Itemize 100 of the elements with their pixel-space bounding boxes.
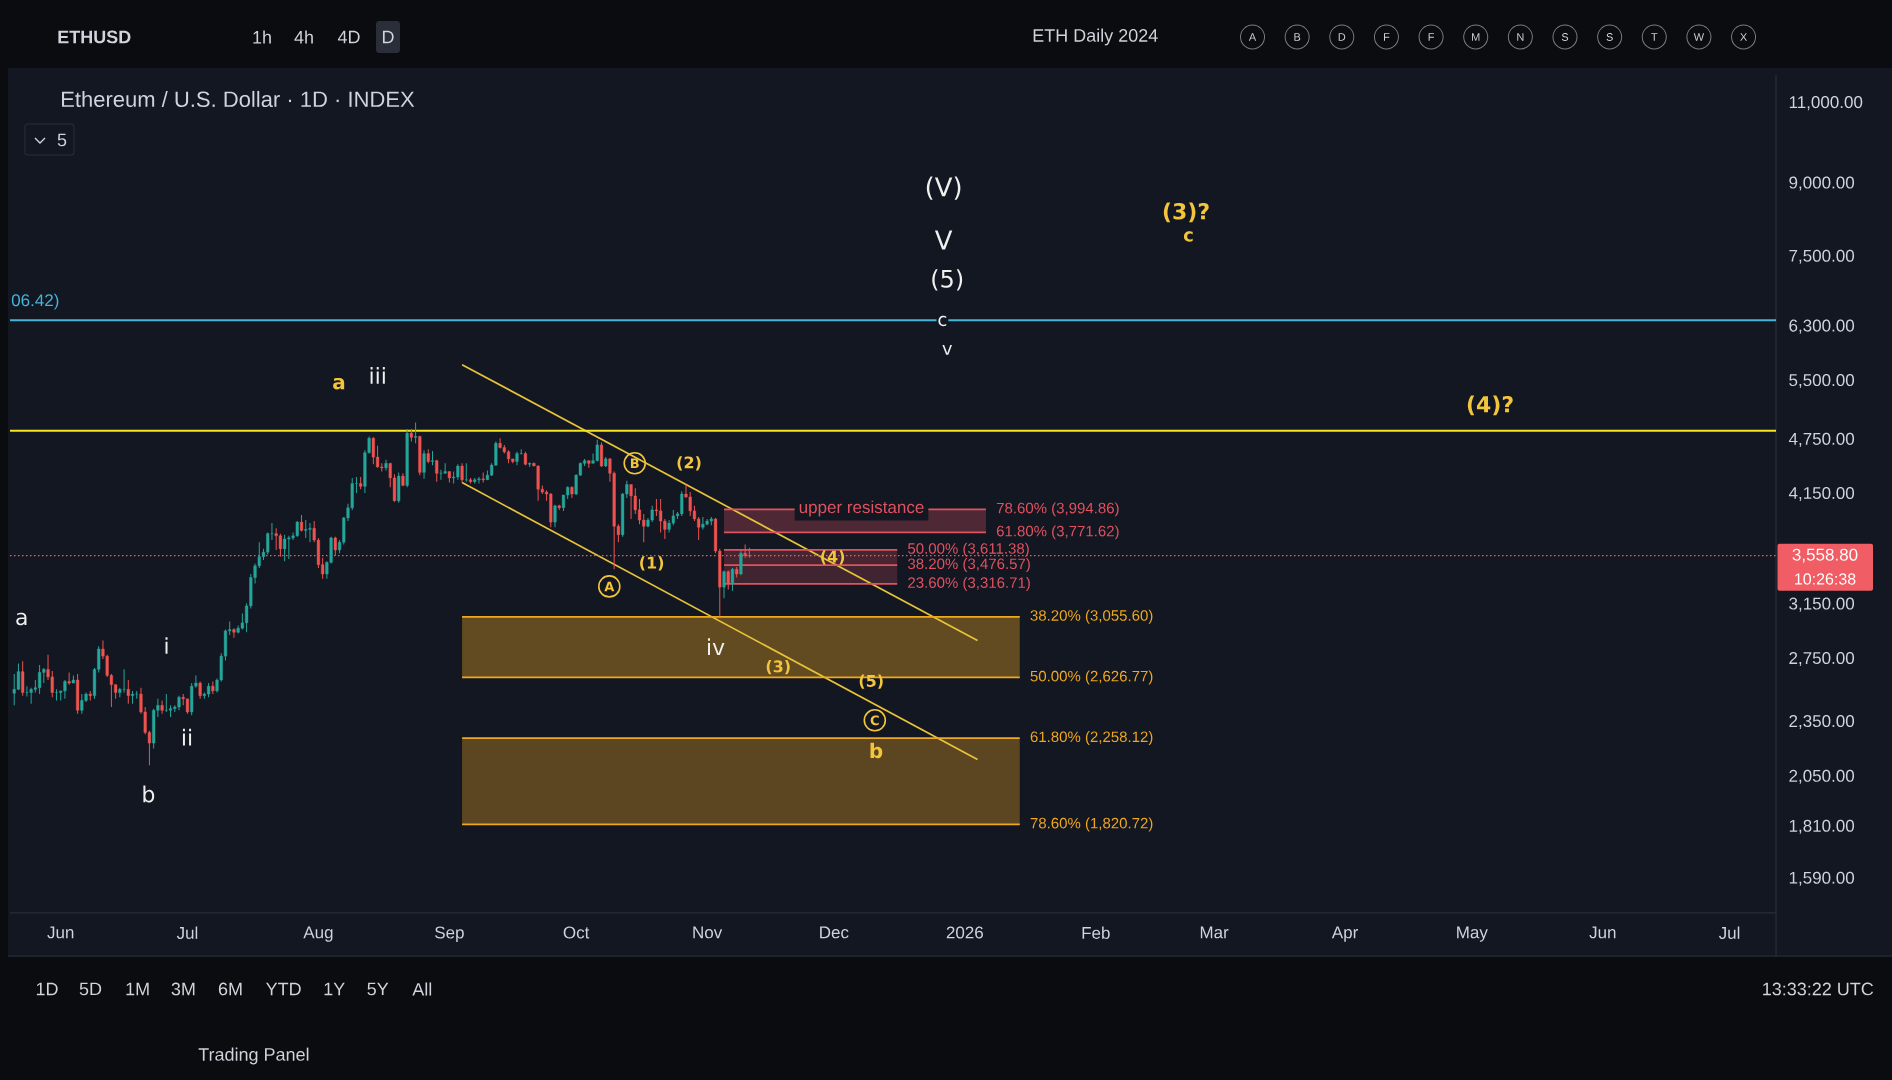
ref-line-label: 3,558.80	[1792, 548, 1858, 563]
text: D	[1338, 33, 1346, 41]
x-tick-label: Jul	[1718, 926, 1740, 939]
annotation: b	[870, 742, 883, 759]
text: YTD	[266, 982, 301, 996]
series-label: 78.60% (1,820.72)	[1030, 817, 1153, 832]
text: 6M	[218, 982, 242, 996]
text: 4h	[294, 30, 313, 44]
text: 1Y	[324, 982, 345, 996]
text: M	[1472, 33, 1480, 41]
x-tick-label: Oct	[563, 926, 590, 939]
candlestick	[498, 437, 502, 449]
x-tick-label: 2026	[946, 926, 983, 939]
text: F	[1383, 33, 1390, 41]
annotation: 06.42)	[11, 293, 59, 310]
annotation: upper resistance	[799, 500, 924, 517]
candlestick	[232, 627, 236, 639]
series-label: 50.00% (2,626.77)	[1030, 670, 1153, 685]
candlestick	[730, 567, 735, 592]
text: 1h	[253, 30, 271, 44]
candlestick	[477, 476, 481, 485]
annotation: (1)	[640, 556, 664, 571]
annotation: (3)?	[1163, 202, 1209, 223]
candlestick	[747, 547, 751, 559]
candlestick	[287, 535, 291, 560]
annotation: iii	[370, 366, 385, 384]
y-tick-label: 5,500.00	[1789, 374, 1855, 389]
y-tick-label: 6,300.00	[1789, 319, 1855, 334]
candlestick	[308, 522, 312, 543]
text: Trading Panel	[198, 1047, 309, 1065]
candlestick	[726, 569, 730, 591]
x-tick-label: Apr	[1331, 926, 1359, 942]
candlestick	[80, 693, 84, 715]
series-label: 38.20% (3,055.60)	[1030, 609, 1153, 624]
x-tick-label: May	[1457, 926, 1488, 942]
candlestick	[25, 685, 29, 697]
text: T	[1651, 33, 1658, 41]
candlestick	[283, 534, 287, 562]
candlestick	[642, 513, 646, 543]
candlestick	[54, 688, 59, 701]
y-tick-label: 2,750.00	[1789, 652, 1855, 667]
text: S	[1606, 33, 1613, 41]
annotation: c	[938, 315, 947, 327]
annotation: ii	[182, 728, 192, 746]
x-tick-label: Nov	[693, 926, 723, 939]
candlestick	[599, 441, 604, 468]
y-tick-label: 11,000.00	[1789, 96, 1863, 111]
annotation: a	[333, 377, 345, 390]
text: 5D	[79, 982, 102, 996]
text: A	[1248, 33, 1257, 41]
annotation: (5)	[932, 269, 963, 291]
y-tick-label: 9,000.00	[1789, 176, 1855, 191]
y-tick-label: 4,150.00	[1788, 487, 1855, 502]
candlestick	[701, 516, 705, 530]
text: W	[1693, 33, 1705, 41]
candlestick	[160, 699, 164, 715]
annotation: 5	[57, 133, 67, 147]
y-tick-label: 4,750.00	[1788, 432, 1855, 447]
series-label: 50.00% (3,611.38)	[908, 542, 1029, 557]
text: 1D	[36, 982, 58, 996]
candlestick	[739, 550, 743, 576]
annotation: iv	[708, 638, 725, 656]
annotation: v	[942, 344, 952, 355]
text: 1M	[126, 982, 149, 996]
candlestick	[464, 462, 468, 483]
text: S	[1561, 33, 1569, 41]
candlestick	[122, 668, 126, 693]
annotation: (2)	[677, 456, 701, 471]
annotation: C	[870, 715, 879, 726]
candlestick	[680, 490, 684, 517]
candlestick	[629, 483, 633, 520]
x-tick-label: Jun	[47, 926, 74, 939]
series-label: 61.80% (2,258.12)	[1030, 731, 1153, 746]
y-tick-label: 3,150.00	[1789, 597, 1855, 612]
candlestick	[595, 439, 599, 463]
candlestick	[460, 462, 464, 484]
candlestick	[384, 459, 388, 472]
text: 4D	[337, 30, 360, 44]
annotation: (4)	[821, 550, 845, 565]
text: 10:26:38	[1795, 573, 1856, 585]
annotation: b	[143, 785, 155, 803]
text: F	[1428, 33, 1434, 41]
text: B	[1294, 33, 1301, 41]
annotation: A	[604, 581, 615, 592]
y-tick-label: 7,500.00	[1789, 249, 1855, 264]
x-tick-label: Jul	[176, 926, 198, 939]
y-tick-label: 2,050.00	[1789, 769, 1855, 784]
candlestick	[439, 469, 443, 481]
series-label: 38.20% (3,476.57)	[908, 558, 1030, 573]
candlestick	[21, 660, 25, 697]
annotation: B	[630, 458, 639, 469]
x-tick-label: Sep	[435, 926, 464, 942]
annotation: (4)?	[1467, 395, 1513, 416]
text: ETH Daily 2024	[1033, 28, 1158, 46]
candlestick	[29, 687, 33, 705]
text: 13:33:22 UTC	[1763, 982, 1874, 996]
text: All	[412, 982, 432, 996]
series-label: 23.60% (3,316.71)	[908, 576, 1030, 591]
x-tick-label: Feb	[1082, 926, 1110, 939]
candlestick	[12, 673, 16, 706]
